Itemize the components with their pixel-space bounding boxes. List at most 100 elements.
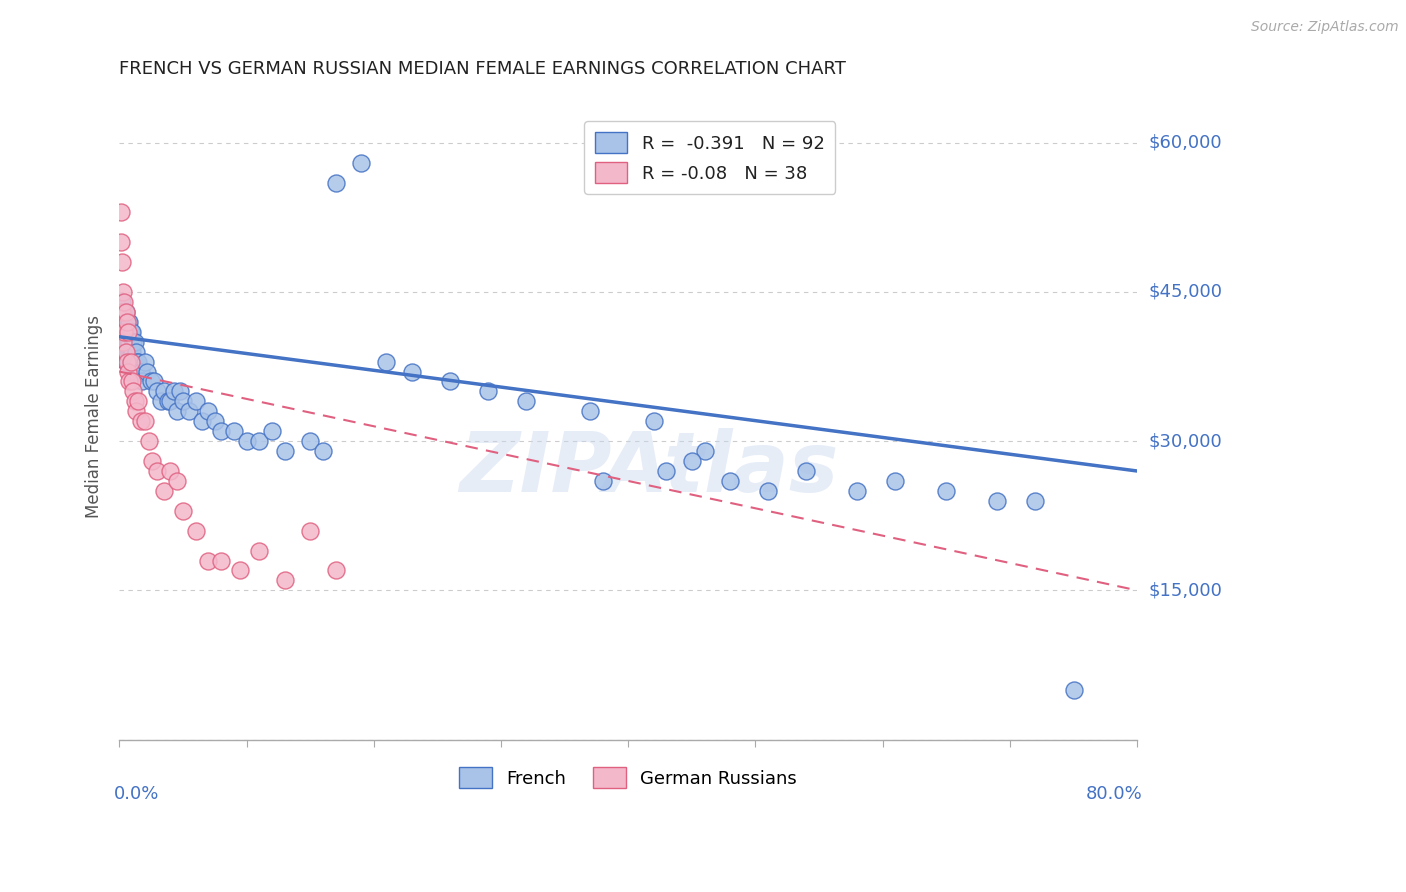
Point — [325, 176, 347, 190]
Point — [121, 344, 143, 359]
Point — [124, 354, 146, 368]
Point — [935, 483, 957, 498]
Point — [150, 394, 173, 409]
Point — [120, 344, 142, 359]
Point — [117, 325, 139, 339]
Point — [1063, 682, 1085, 697]
Point — [169, 384, 191, 399]
Point — [179, 404, 201, 418]
Point — [134, 354, 156, 368]
Text: $15,000: $15,000 — [1149, 582, 1222, 599]
Text: $30,000: $30,000 — [1149, 432, 1222, 450]
Point — [592, 474, 614, 488]
Point — [111, 315, 134, 329]
Point — [197, 404, 219, 418]
Point — [127, 354, 149, 368]
Point — [273, 574, 295, 588]
Text: 0.0%: 0.0% — [114, 785, 159, 803]
Point — [114, 305, 136, 319]
Point — [112, 325, 135, 339]
Point — [159, 394, 181, 409]
Point — [112, 305, 135, 319]
Point — [260, 424, 283, 438]
Point — [209, 553, 232, 567]
Point — [114, 305, 136, 319]
Point — [115, 344, 138, 359]
Point — [110, 325, 132, 339]
Point — [112, 334, 135, 349]
Point — [112, 325, 135, 339]
Point — [439, 375, 461, 389]
Point — [247, 543, 270, 558]
Point — [111, 305, 134, 319]
Point — [401, 365, 423, 379]
Point — [350, 155, 373, 169]
Point — [172, 394, 194, 409]
Point — [184, 524, 207, 538]
Point — [131, 375, 153, 389]
Point — [846, 483, 869, 498]
Text: ZIPAtlas: ZIPAtlas — [458, 427, 838, 508]
Point — [110, 305, 132, 319]
Point — [229, 564, 252, 578]
Point — [129, 414, 152, 428]
Point — [125, 365, 148, 379]
Point — [138, 434, 160, 449]
Point — [114, 315, 136, 329]
Point — [884, 474, 907, 488]
Point — [375, 354, 398, 368]
Point — [114, 354, 136, 368]
Point — [110, 235, 132, 250]
Point — [312, 444, 335, 458]
Point — [121, 375, 143, 389]
Point — [136, 365, 159, 379]
Point — [112, 334, 135, 349]
Point — [681, 454, 703, 468]
Point — [184, 394, 207, 409]
Text: FRENCH VS GERMAN RUSSIAN MEDIAN FEMALE EARNINGS CORRELATION CHART: FRENCH VS GERMAN RUSSIAN MEDIAN FEMALE E… — [120, 60, 846, 78]
Point — [112, 315, 135, 329]
Legend: French, German Russians: French, German Russians — [453, 760, 804, 795]
Point — [153, 384, 176, 399]
Point — [325, 564, 347, 578]
Point — [156, 394, 179, 409]
Point — [121, 325, 143, 339]
Point — [172, 504, 194, 518]
Text: $60,000: $60,000 — [1149, 134, 1222, 152]
Point — [166, 474, 188, 488]
Point — [247, 434, 270, 449]
Point — [115, 334, 138, 349]
Point — [134, 414, 156, 428]
Point — [112, 344, 135, 359]
Point — [112, 294, 135, 309]
Point — [114, 325, 136, 339]
Point — [111, 294, 134, 309]
Point — [141, 454, 163, 468]
Point — [515, 394, 537, 409]
Point — [115, 315, 138, 329]
Point — [128, 365, 150, 379]
Text: 80.0%: 80.0% — [1085, 785, 1142, 803]
Point — [124, 334, 146, 349]
Point — [118, 375, 141, 389]
Point — [117, 334, 139, 349]
Point — [118, 344, 141, 359]
Point — [1024, 493, 1046, 508]
Point — [299, 524, 322, 538]
Point — [122, 334, 145, 349]
Point — [120, 354, 142, 368]
Point — [197, 553, 219, 567]
Point — [115, 325, 138, 339]
Point — [110, 205, 132, 219]
Point — [579, 404, 602, 418]
Point — [273, 444, 295, 458]
Point — [796, 464, 818, 478]
Point — [112, 305, 135, 319]
Point — [756, 483, 779, 498]
Point — [146, 384, 169, 399]
Point — [114, 344, 136, 359]
Point — [122, 354, 145, 368]
Point — [127, 354, 149, 368]
Point — [129, 365, 152, 379]
Point — [125, 404, 148, 418]
